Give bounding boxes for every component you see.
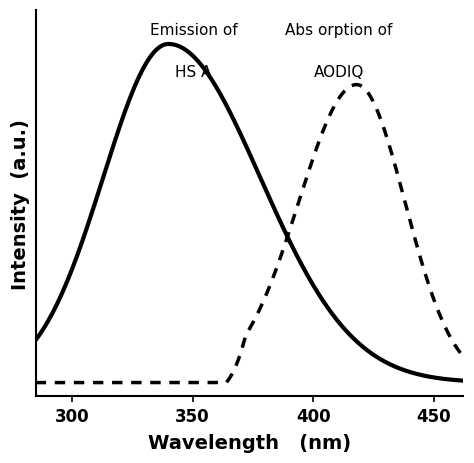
X-axis label: Wavelength   (nm): Wavelength (nm) [148, 433, 351, 452]
Y-axis label: Intensity  (a.u.): Intensity (a.u.) [11, 119, 30, 289]
Text: Emission of: Emission of [150, 23, 237, 38]
Text: HS A: HS A [175, 65, 212, 80]
Text: AODIQ: AODIQ [314, 65, 364, 80]
Text: Abs orption of: Abs orption of [285, 23, 392, 38]
